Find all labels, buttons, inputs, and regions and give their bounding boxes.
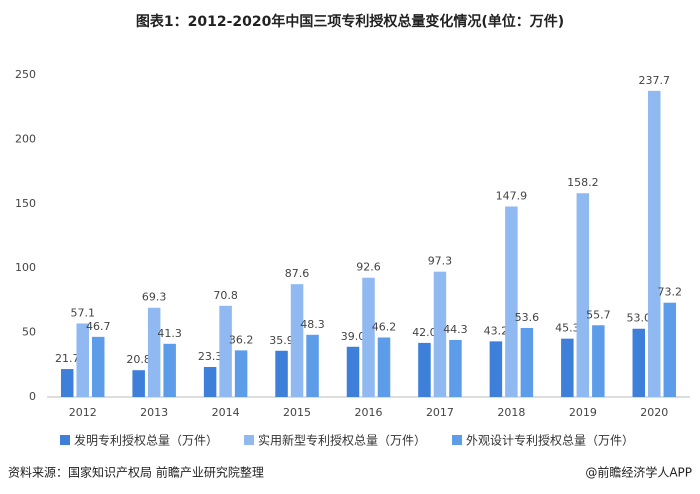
value-label: 46.7 (86, 320, 111, 333)
x-tick-label: 2017 (426, 406, 454, 419)
bar (147, 307, 161, 397)
legend-swatch (60, 435, 70, 445)
y-tick-label: 0 (29, 390, 36, 403)
value-label: 45.3 (555, 322, 580, 335)
y-tick-label: 50 (22, 326, 36, 339)
value-label: 92.6 (356, 261, 381, 274)
bar (346, 346, 360, 397)
value-label: 87.6 (285, 267, 310, 280)
value-label: 20.8 (126, 353, 151, 366)
x-tick-label: 2013 (140, 406, 168, 419)
value-label: 73.2 (658, 286, 683, 299)
bar (520, 327, 534, 397)
value-label: 69.3 (142, 291, 167, 304)
legend-label: 发明专利授权总量（万件） (74, 433, 218, 448)
bar (505, 206, 518, 397)
x-tick-label: 2016 (355, 406, 383, 419)
bar (275, 350, 288, 397)
x-tick-label: 2014 (212, 406, 240, 419)
value-label: 48.3 (300, 318, 325, 331)
x-tick-label: 2015 (283, 406, 311, 419)
value-label: 42.0 (412, 326, 437, 339)
value-label: 46.2 (372, 320, 397, 333)
value-label: 158.2 (567, 176, 599, 189)
bar (663, 302, 677, 397)
value-label: 35.9 (269, 334, 294, 347)
bar (561, 338, 574, 397)
bar (377, 337, 391, 397)
bar (648, 90, 661, 397)
bar (433, 271, 447, 397)
bar (592, 325, 605, 397)
x-tick-label: 2018 (497, 406, 525, 419)
legend-label: 实用新型专利授权总量（万件） (258, 433, 426, 448)
value-label: 53.0 (627, 312, 652, 325)
y-tick-label: 200 (15, 132, 36, 145)
legend-label: 外观设计专利授权总量（万件） (466, 433, 634, 448)
bar (449, 339, 462, 397)
value-label: 97.3 (428, 255, 453, 268)
chart-title: 图表1：2012-2020年中国三项专利授权总量变化情况(单位：万件) (136, 13, 564, 30)
bar (576, 193, 590, 397)
value-label: 55.7 (586, 308, 611, 321)
bar (306, 334, 319, 397)
bar (362, 277, 375, 397)
bar (60, 369, 74, 397)
bar (219, 305, 232, 397)
bar (234, 350, 248, 397)
bar (290, 284, 304, 397)
value-label: 70.8 (213, 289, 238, 302)
value-label: 36.2 (229, 333, 254, 346)
source-note: 资料来源：国家知识产权局 前瞻产业研究院整理 (8, 465, 264, 480)
y-tick-label: 250 (15, 68, 36, 81)
value-label: 41.3 (157, 327, 182, 340)
value-label: 147.9 (496, 190, 528, 203)
legend-swatch (452, 435, 463, 445)
value-label: 57.1 (70, 306, 95, 319)
legend-swatch (244, 435, 255, 445)
value-label: 43.2 (484, 324, 509, 337)
value-label: 53.6 (515, 311, 540, 324)
watermark: @前瞻经济学人APP (585, 465, 692, 480)
bar (76, 323, 89, 397)
value-label: 44.3 (443, 323, 468, 336)
bar (132, 370, 145, 397)
y-tick-label: 100 (15, 261, 36, 274)
bar (418, 342, 431, 397)
bar (91, 336, 105, 397)
bar (163, 343, 176, 397)
x-tick-label: 2012 (69, 406, 97, 419)
y-tick-label: 150 (15, 197, 36, 210)
value-label: 23.3 (198, 350, 223, 363)
bar (489, 341, 503, 397)
x-tick-label: 2019 (569, 406, 597, 419)
value-label: 21.7 (55, 352, 80, 365)
bar (632, 328, 646, 397)
value-label: 39.0 (341, 330, 366, 343)
x-tick-label: 2020 (640, 406, 668, 419)
bar (203, 366, 217, 397)
value-label: 237.7 (639, 74, 671, 87)
